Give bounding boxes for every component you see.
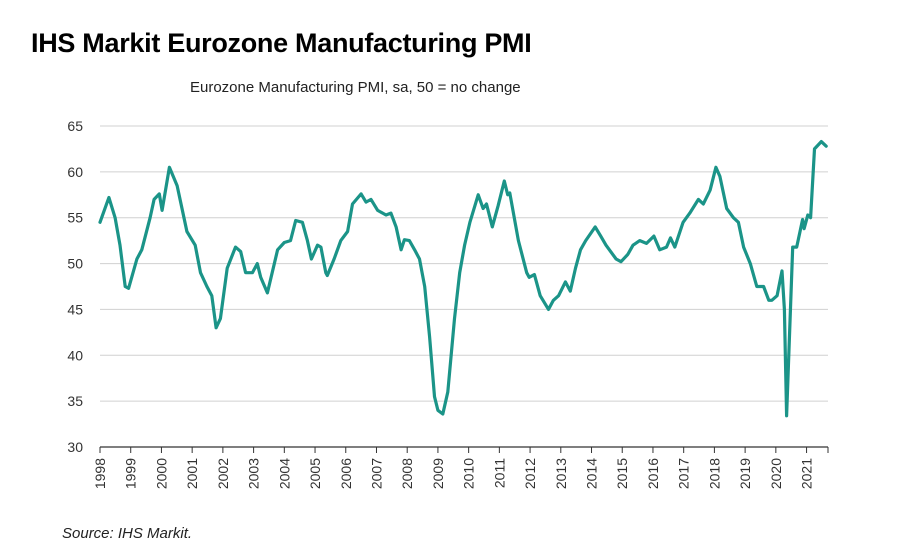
source-note: Source: IHS Markit. <box>62 525 193 542</box>
x-tick-label: 2010 <box>461 458 477 489</box>
x-tick-label: 2017 <box>676 458 692 489</box>
y-tick-label: 50 <box>67 256 83 272</box>
x-tick-label: 2002 <box>215 458 231 489</box>
x-axis: 1998 1999 2000 2001 2002 2003 2004 2005 2006 2007… <box>92 446 829 489</box>
x-tick-label: 2012 <box>522 458 538 489</box>
x-tick-label: 2019 <box>737 458 753 489</box>
x-tick-label: 2021 <box>799 458 815 489</box>
x-tick-label: 2008 <box>399 458 415 489</box>
x-tick-label: 2015 <box>614 458 630 489</box>
x-tick-label: 2001 <box>184 458 200 489</box>
y-axis: 30 35 40 45 50 55 60 65 <box>67 118 83 455</box>
y-tick-label: 45 <box>67 301 83 317</box>
x-tick-label: 2000 <box>153 458 169 489</box>
x-tick-label: 2003 <box>246 458 262 489</box>
chart-subtitle: Eurozone Manufacturing PMI, sa, 50 = no … <box>190 79 521 96</box>
pmi-series-line <box>98 140 828 418</box>
y-tick-label: 30 <box>67 439 83 455</box>
x-tick-label: 1999 <box>123 458 139 489</box>
x-tick-label: 2009 <box>430 458 446 489</box>
x-tick-label: 2004 <box>276 458 292 489</box>
x-tick-label: 2011 <box>491 458 507 488</box>
y-tick-label: 40 <box>67 347 83 363</box>
x-tick-label: 2005 <box>307 458 323 489</box>
x-tick-label: 2014 <box>584 458 600 489</box>
x-tick-label: 2007 <box>368 458 384 489</box>
x-tick-label: 2013 <box>553 458 569 489</box>
x-tick-label: 2006 <box>338 458 354 489</box>
y-tick-label: 65 <box>67 118 83 134</box>
x-tick-label: 2020 <box>768 458 784 489</box>
x-tick-label: 2016 <box>645 458 661 489</box>
gridlines <box>100 125 828 402</box>
x-tick-label: 1998 <box>92 458 108 489</box>
y-tick-label: 55 <box>67 210 83 226</box>
series-layer <box>98 140 828 418</box>
y-tick-label: 60 <box>67 164 83 180</box>
x-tick-label: 2018 <box>706 458 722 489</box>
chart-title: IHS Markit Eurozone Manufacturing PMI <box>31 28 532 58</box>
y-tick-label: 35 <box>67 393 83 409</box>
